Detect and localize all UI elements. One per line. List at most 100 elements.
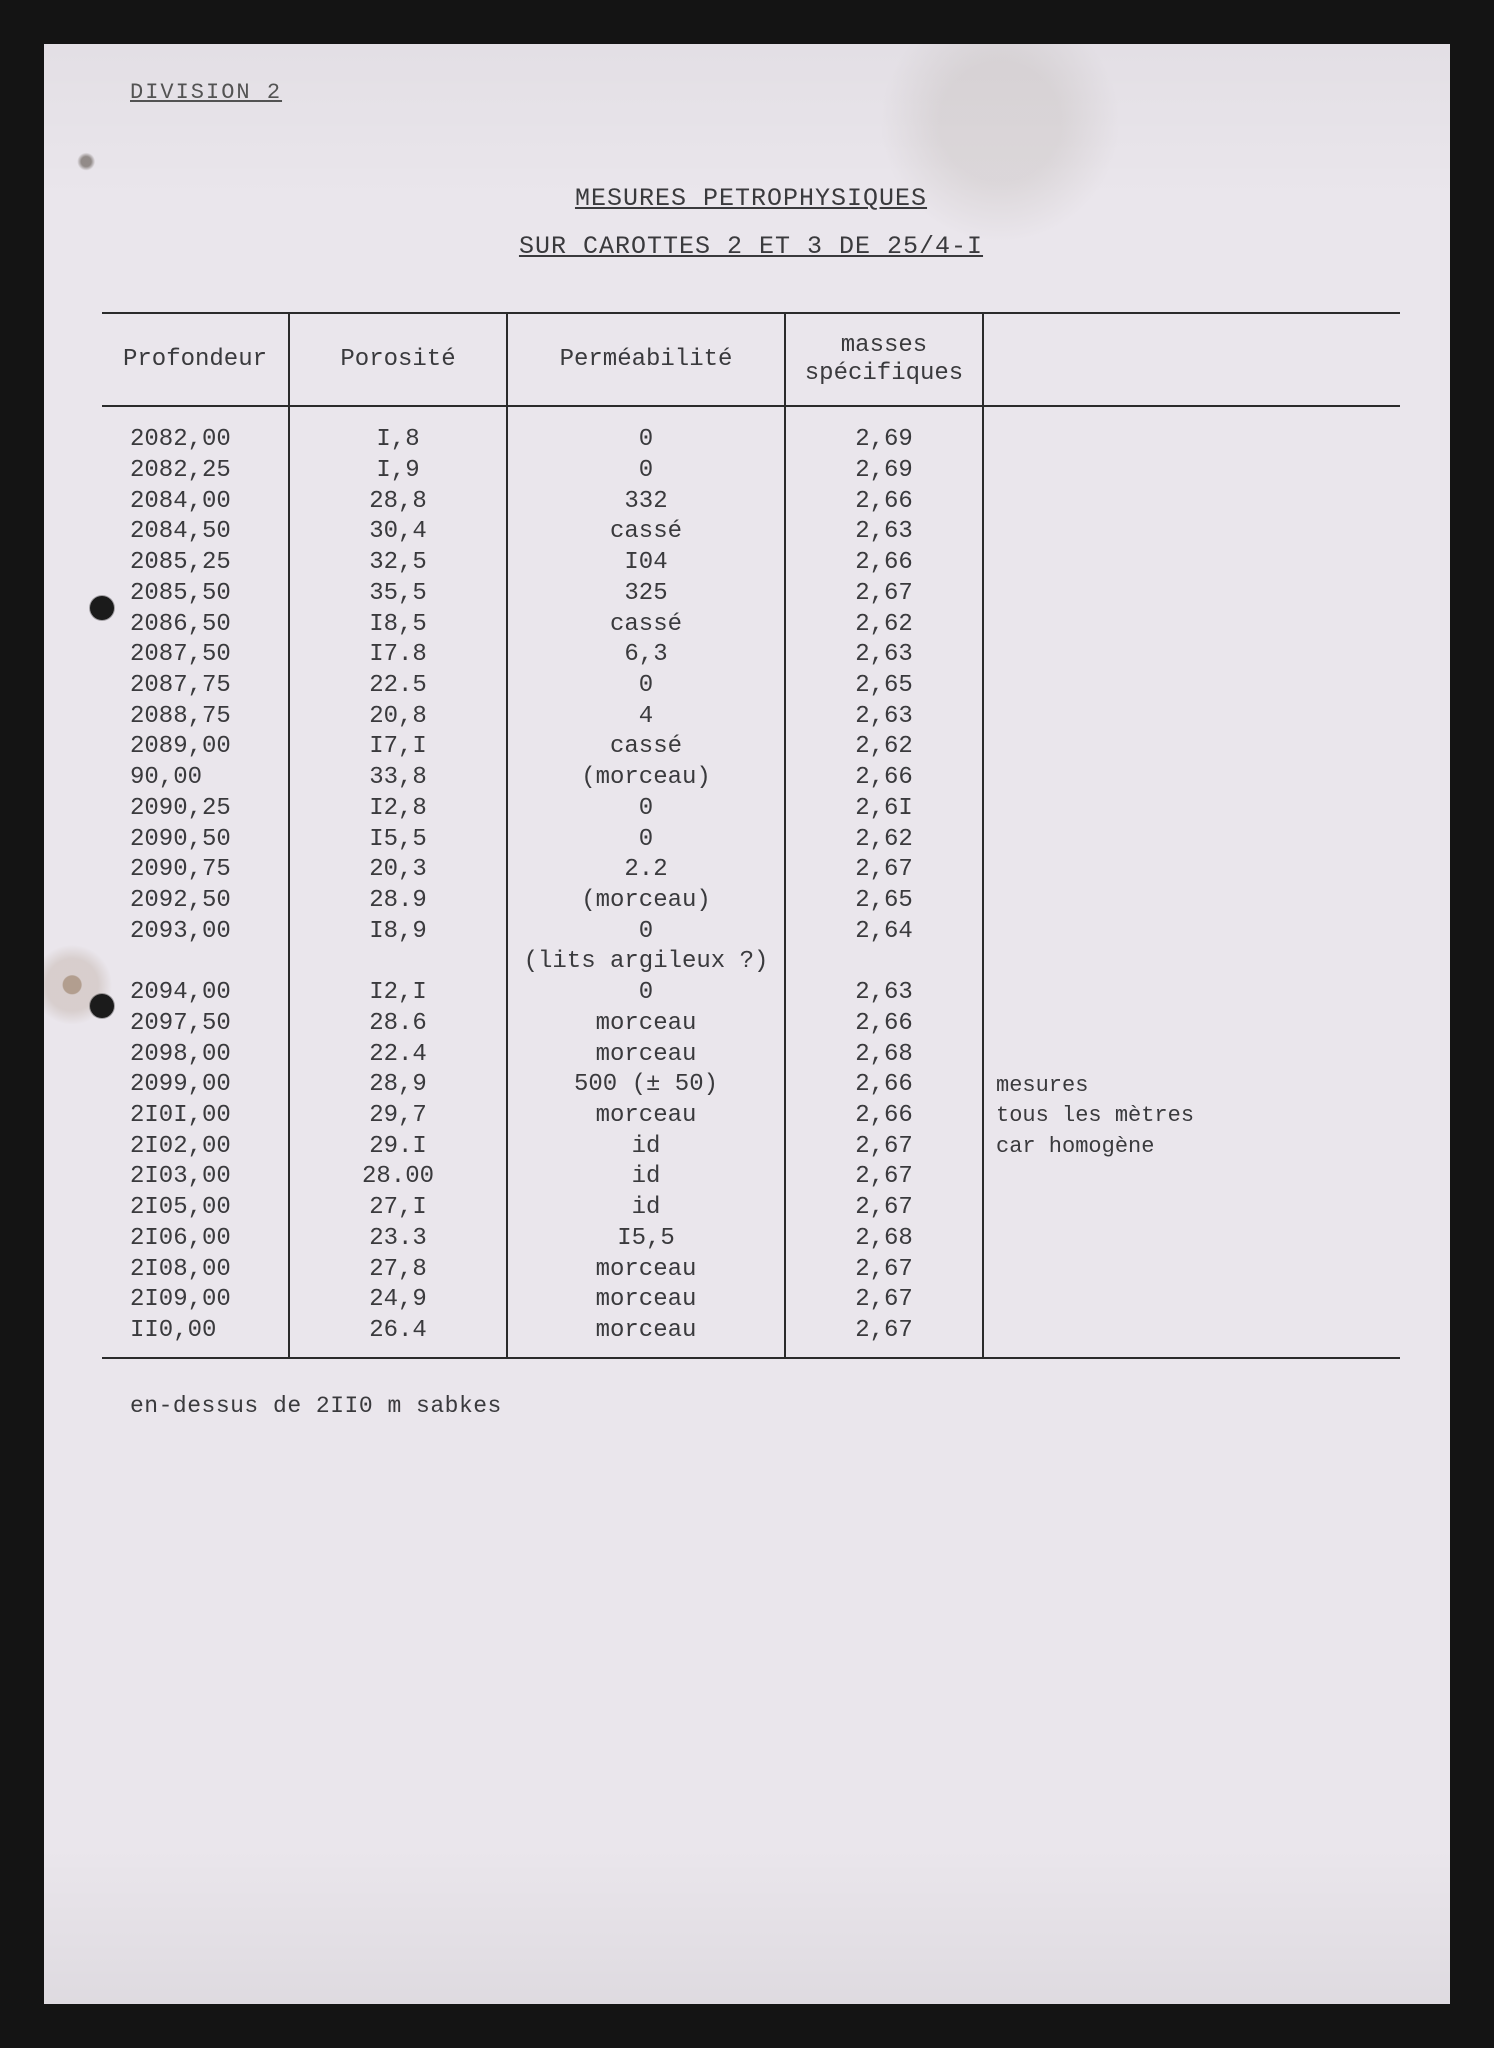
cell-porosite: 20,3 bbox=[289, 855, 507, 886]
cell-masses: 2,63 bbox=[785, 517, 983, 548]
cell-profondeur: 2090,50 bbox=[102, 825, 289, 856]
table-row: 2082,25I,902,69 bbox=[102, 456, 1400, 487]
cell-note bbox=[983, 579, 1400, 610]
title-line-1: MESURES PETROPHYSIQUES bbox=[575, 184, 927, 213]
cell-profondeur: 2090,75 bbox=[102, 855, 289, 886]
footnote: en-dessus de 2II0 m sabkes bbox=[130, 1393, 1400, 1419]
cell-masses: 2,67 bbox=[785, 1162, 983, 1193]
table-row: 2092,5028.9(morceau)2,65 bbox=[102, 886, 1400, 917]
cell-porosite: 35,5 bbox=[289, 579, 507, 610]
cell-profondeur: 2I0I,00 bbox=[102, 1101, 289, 1132]
cell-masses: 2,63 bbox=[785, 640, 983, 671]
cell-note bbox=[983, 640, 1400, 671]
cell-porosite: 29.I bbox=[289, 1132, 507, 1163]
cell-profondeur: 2087,75 bbox=[102, 671, 289, 702]
cell-masses: 2,67 bbox=[785, 1316, 983, 1358]
cell-note bbox=[983, 1193, 1400, 1224]
table-row: 2094,00I2,I02,63 bbox=[102, 978, 1400, 1009]
cell-permeabilite: (lits argileux ?) bbox=[507, 947, 785, 978]
col-porosite: Porosité bbox=[289, 313, 507, 406]
cell-permeabilite: 4 bbox=[507, 702, 785, 733]
cell-permeabilite: cassé bbox=[507, 610, 785, 641]
cell-note bbox=[983, 1255, 1400, 1286]
title-line-2: SUR CAROTTES 2 ET 3 DE 25/4-I bbox=[519, 232, 983, 261]
cell-permeabilite: 0 bbox=[507, 671, 785, 702]
cell-permeabilite: morceau bbox=[507, 1316, 785, 1358]
table-row: 2086,50I8,5cassé2,62 bbox=[102, 610, 1400, 641]
cell-profondeur: 2087,50 bbox=[102, 640, 289, 671]
cell-masses: 2,66 bbox=[785, 763, 983, 794]
cell-profondeur: 2097,50 bbox=[102, 1009, 289, 1040]
cell-permeabilite: morceau bbox=[507, 1040, 785, 1071]
cell-note bbox=[983, 1316, 1400, 1358]
cell-profondeur: 2I08,00 bbox=[102, 1255, 289, 1286]
punch-hole bbox=[90, 596, 114, 620]
cell-permeabilite: morceau bbox=[507, 1285, 785, 1316]
cell-note bbox=[983, 610, 1400, 641]
cell-note bbox=[983, 1162, 1400, 1193]
col-notes bbox=[983, 313, 1400, 406]
cell-profondeur: 2I03,00 bbox=[102, 1162, 289, 1193]
col-masses-l1: masses bbox=[841, 332, 927, 359]
cell-porosite: I5,5 bbox=[289, 825, 507, 856]
cell-profondeur: 2085,25 bbox=[102, 548, 289, 579]
table-row: 2I08,0027,8morceau2,67 bbox=[102, 1255, 1400, 1286]
cell-note bbox=[983, 1224, 1400, 1255]
cell-profondeur: 2082,00 bbox=[102, 406, 289, 456]
cell-profondeur: 2088,75 bbox=[102, 702, 289, 733]
cell-permeabilite: 0 bbox=[507, 794, 785, 825]
cell-permeabilite: id bbox=[507, 1162, 785, 1193]
cell-permeabilite: I5,5 bbox=[507, 1224, 785, 1255]
cell-masses: 2,67 bbox=[785, 579, 983, 610]
scan-frame: DIVISION 2 MESURES PETROPHYSIQUES SUR CA… bbox=[0, 0, 1494, 2048]
cell-permeabilite: 500 (± 50) bbox=[507, 1070, 785, 1101]
cell-masses: 2,66 bbox=[785, 487, 983, 518]
col-masses-l2: spécifiques bbox=[805, 360, 963, 387]
data-table: Profondeur Porosité Perméabilité masses … bbox=[102, 312, 1400, 1359]
cell-porosite bbox=[289, 947, 507, 978]
cell-note bbox=[983, 1040, 1400, 1071]
cell-note bbox=[983, 702, 1400, 733]
cell-note bbox=[983, 825, 1400, 856]
cell-masses: 2,65 bbox=[785, 671, 983, 702]
table-row: 2I09,0024,9morceau2,67 bbox=[102, 1285, 1400, 1316]
table-row: 2098,0022.4morceau2,68 bbox=[102, 1040, 1400, 1071]
cell-permeabilite: morceau bbox=[507, 1009, 785, 1040]
cell-note bbox=[983, 732, 1400, 763]
cell-porosite: 28.00 bbox=[289, 1162, 507, 1193]
cell-porosite: I7.8 bbox=[289, 640, 507, 671]
cell-masses: 2,68 bbox=[785, 1224, 983, 1255]
cell-porosite: 28.9 bbox=[289, 886, 507, 917]
cell-profondeur: 2I05,00 bbox=[102, 1193, 289, 1224]
cell-permeabilite: morceau bbox=[507, 1101, 785, 1132]
punch-hole bbox=[90, 994, 114, 1018]
table-row: 90,0033,8(morceau)2,66 bbox=[102, 763, 1400, 794]
table-row: 2087,50I7.86,32,63 bbox=[102, 640, 1400, 671]
cell-permeabilite: id bbox=[507, 1193, 785, 1224]
cell-note bbox=[983, 855, 1400, 886]
cell-porosite: 24,9 bbox=[289, 1285, 507, 1316]
table-row: 2097,5028.6morceau2,66 bbox=[102, 1009, 1400, 1040]
document-page: DIVISION 2 MESURES PETROPHYSIQUES SUR CA… bbox=[44, 44, 1450, 2004]
cell-porosite: I2,I bbox=[289, 978, 507, 1009]
division-label: DIVISION 2 bbox=[130, 80, 1400, 105]
cell-porosite: 26.4 bbox=[289, 1316, 507, 1358]
cell-note bbox=[983, 763, 1400, 794]
col-permeabilite: Perméabilité bbox=[507, 313, 785, 406]
cell-profondeur: 2I02,00 bbox=[102, 1132, 289, 1163]
cell-porosite: 22.5 bbox=[289, 671, 507, 702]
cell-masses: 2,66 bbox=[785, 1009, 983, 1040]
cell-masses: 2,67 bbox=[785, 855, 983, 886]
cell-permeabilite: 0 bbox=[507, 978, 785, 1009]
cell-masses: 2,66 bbox=[785, 1070, 983, 1101]
cell-profondeur: 2092,50 bbox=[102, 886, 289, 917]
cell-permeabilite: cassé bbox=[507, 732, 785, 763]
cell-permeabilite: 325 bbox=[507, 579, 785, 610]
cell-note bbox=[983, 517, 1400, 548]
cell-porosite: 20,8 bbox=[289, 702, 507, 733]
cell-masses bbox=[785, 947, 983, 978]
cell-porosite: 27,8 bbox=[289, 1255, 507, 1286]
cell-note: car homogène bbox=[983, 1132, 1400, 1163]
table-row: 2I03,0028.00id2,67 bbox=[102, 1162, 1400, 1193]
cell-permeabilite: morceau bbox=[507, 1255, 785, 1286]
